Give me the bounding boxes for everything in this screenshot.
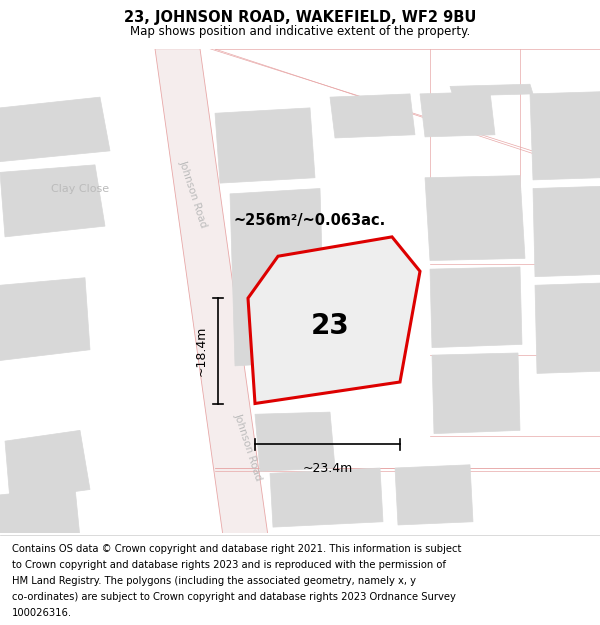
Polygon shape (255, 412, 335, 471)
Polygon shape (395, 465, 473, 525)
Text: co-ordinates) are subject to Crown copyright and database rights 2023 Ordnance S: co-ordinates) are subject to Crown copyr… (12, 592, 456, 602)
Polygon shape (530, 92, 600, 180)
Text: to Crown copyright and database rights 2023 and is reproduced with the permissio: to Crown copyright and database rights 2… (12, 560, 446, 570)
Polygon shape (425, 176, 525, 261)
Text: Johnson Road: Johnson Road (178, 159, 209, 229)
Text: 23: 23 (311, 312, 349, 340)
Text: 23, JOHNSON ROAD, WAKEFIELD, WF2 9BU: 23, JOHNSON ROAD, WAKEFIELD, WF2 9BU (124, 10, 476, 25)
Polygon shape (248, 237, 420, 404)
Polygon shape (0, 278, 90, 361)
Polygon shape (155, 49, 275, 586)
Polygon shape (0, 165, 105, 237)
Text: Clay Close: Clay Close (51, 184, 109, 194)
Text: Johnson Road: Johnson Road (232, 411, 263, 481)
Polygon shape (270, 468, 383, 527)
Polygon shape (432, 353, 520, 434)
Polygon shape (215, 108, 315, 183)
Polygon shape (420, 92, 495, 137)
Text: Contains OS data © Crown copyright and database right 2021. This information is : Contains OS data © Crown copyright and d… (12, 544, 461, 554)
Text: 100026316.: 100026316. (12, 608, 72, 618)
Polygon shape (0, 97, 110, 162)
Polygon shape (533, 186, 600, 277)
Polygon shape (230, 189, 325, 366)
Text: HM Land Registry. The polygons (including the associated geometry, namely x, y: HM Land Registry. The polygons (includin… (12, 576, 416, 586)
Text: ~18.4m: ~18.4m (195, 326, 208, 376)
Text: ~23.4m: ~23.4m (302, 461, 353, 474)
Polygon shape (0, 488, 80, 543)
Polygon shape (430, 267, 522, 348)
Text: Map shows position and indicative extent of the property.: Map shows position and indicative extent… (130, 25, 470, 38)
Text: ~256m²/~0.063ac.: ~256m²/~0.063ac. (234, 213, 386, 228)
Polygon shape (5, 431, 90, 500)
Polygon shape (330, 94, 415, 138)
Polygon shape (450, 84, 533, 96)
Polygon shape (535, 283, 600, 373)
